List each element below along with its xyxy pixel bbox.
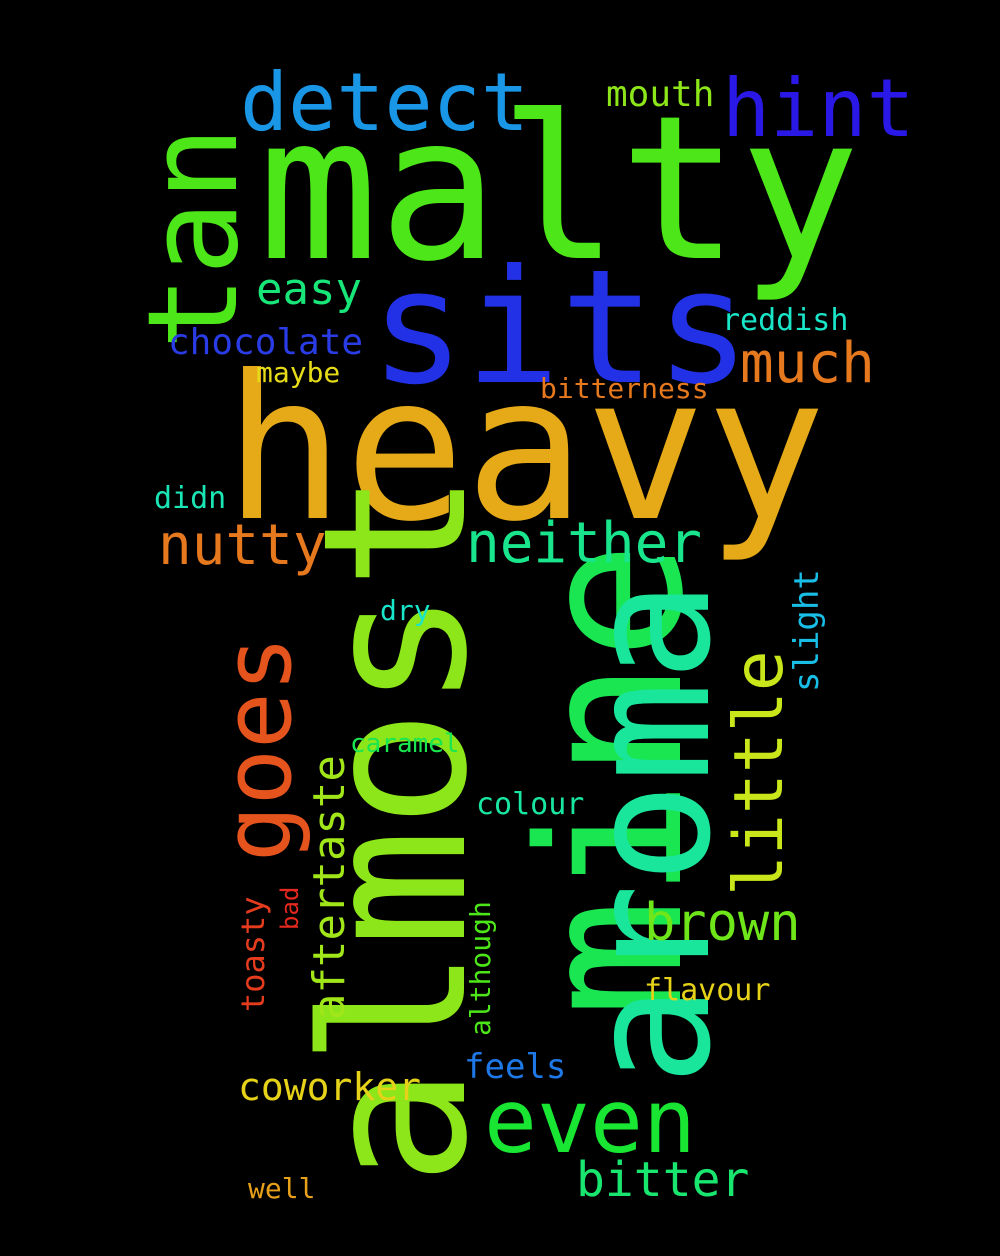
- word-caramel: caramel: [350, 729, 460, 759]
- word-heavy: heavy: [224, 333, 826, 566]
- word-bitterness: bitterness: [540, 372, 709, 405]
- word-well: well: [248, 1172, 315, 1205]
- word-even: even: [484, 1070, 696, 1173]
- word-toasty: toasty: [234, 896, 272, 1012]
- word-nutty: nutty: [158, 513, 327, 578]
- word-dry: dry: [380, 594, 431, 627]
- word-flavour: flavour: [644, 973, 770, 1008]
- word-reddish: reddish: [722, 303, 848, 338]
- word-colour: colour: [476, 787, 584, 822]
- word-little: little: [720, 650, 799, 896]
- word-detect: detect: [240, 56, 529, 149]
- word-coworker: coworker: [238, 1065, 421, 1109]
- word-aroma: aroma: [552, 580, 748, 1086]
- word-sits: sits: [370, 236, 751, 420]
- word-bad: bad: [276, 887, 304, 930]
- word-brown: brown: [644, 893, 801, 953]
- word-much: much: [740, 331, 875, 396]
- word-easy: easy: [256, 264, 362, 315]
- word-aftertaste: aftertaste: [304, 755, 355, 1020]
- word-chocolate: chocolate: [168, 322, 363, 363]
- word-although: although: [464, 901, 497, 1036]
- word-bitter: bitter: [576, 1152, 749, 1208]
- word-feels: feels: [464, 1047, 566, 1087]
- word-neither: neither: [466, 511, 702, 576]
- word-mine: mine: [496, 541, 727, 1018]
- word-slight: slight: [787, 569, 827, 692]
- word-hint: hint: [722, 62, 915, 155]
- word-didn: didn: [154, 481, 226, 516]
- word-tan: tan: [122, 126, 266, 350]
- word-mouth: mouth: [606, 74, 714, 115]
- word-almost: almost: [280, 471, 511, 1186]
- word-goes: goes: [204, 636, 313, 862]
- word-maybe: maybe: [256, 356, 340, 389]
- word-malty: malty: [258, 73, 860, 306]
